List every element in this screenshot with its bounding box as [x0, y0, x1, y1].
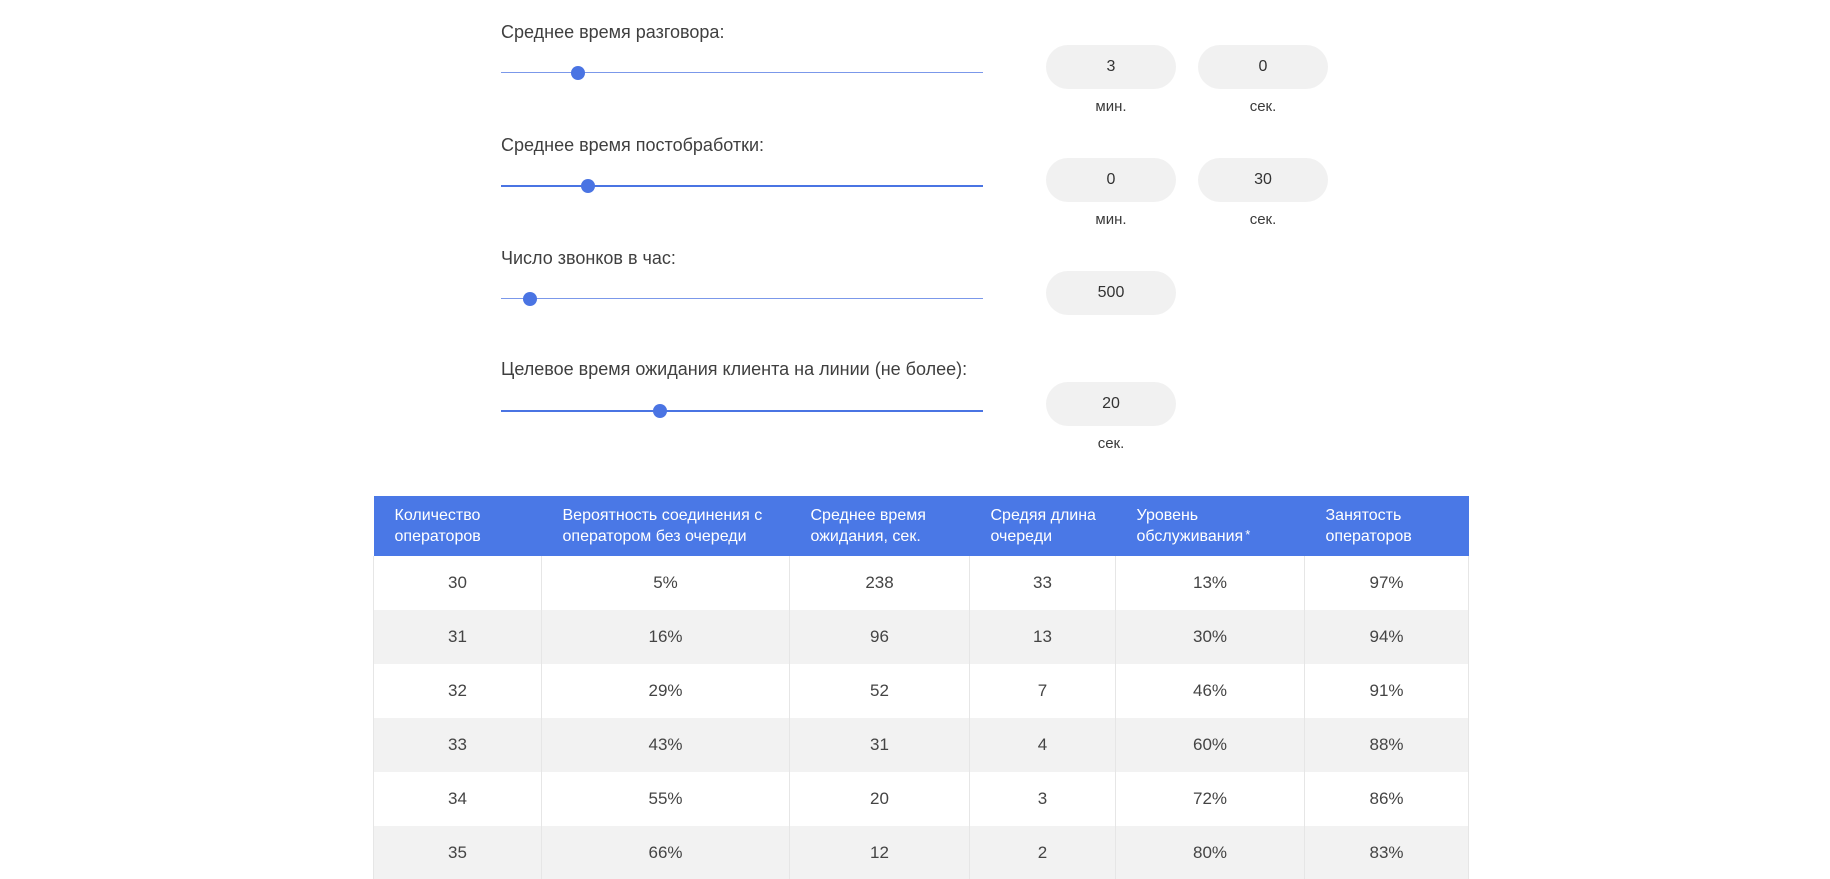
table-cell: 60% [1115, 718, 1305, 772]
table-cell: 12 [789, 826, 970, 879]
header-connect-probability: Вероятность соединения с оператором без … [541, 496, 790, 556]
table-cell: 86% [1304, 772, 1469, 826]
header-avg-wait-time: Среднее время ожидания, сек. [789, 496, 970, 556]
talk-time-slider-track[interactable] [501, 72, 983, 73]
table-cell: 96 [789, 610, 970, 664]
service-level-footnote-mark: * [1245, 527, 1251, 542]
table-cell: 80% [1115, 826, 1305, 879]
table-row: 33 43% 31 4 60% 88% [373, 718, 1469, 772]
wrapup-time-slider-track[interactable] [501, 185, 983, 187]
table-cell: 91% [1304, 664, 1469, 718]
table-cell: 31 [373, 610, 542, 664]
table-row: 34 55% 20 3 72% 86% [373, 772, 1469, 826]
wrapup-time-minutes-input[interactable] [1046, 158, 1176, 202]
header-service-level: Уровень обслуживания * [1115, 496, 1305, 556]
calls-per-hour-slider-track[interactable] [501, 298, 983, 299]
table-cell: 238 [789, 556, 970, 610]
table-cell: 35 [373, 826, 542, 879]
talk-time-slider-thumb[interactable] [571, 66, 586, 80]
table-cell: 46% [1115, 664, 1305, 718]
target-wait-slider-thumb[interactable] [653, 404, 668, 418]
table-cell: 52 [789, 664, 970, 718]
table-cell: 33 [969, 556, 1116, 610]
table-row: 31 16% 96 13 30% 94% [373, 610, 1469, 664]
table-cell: 5% [541, 556, 790, 610]
header-operator-count: Количество операторов [373, 496, 542, 556]
calls-per-hour-label: Число звонков в час: [501, 248, 676, 268]
talk-time-seconds-input[interactable] [1198, 45, 1328, 89]
wrapup-time-label: Среднее время постобработки: [501, 135, 765, 155]
calls-per-hour-input[interactable] [1046, 271, 1176, 315]
header-service-level-text: Уровень обслуживания [1136, 507, 1244, 545]
table-cell: 3 [969, 772, 1116, 826]
table-cell: 13 [969, 610, 1116, 664]
talk-time-minutes-input[interactable] [1046, 45, 1176, 89]
header-operator-occupancy: Занятость операторов [1304, 496, 1469, 556]
table-row: 30 5% 238 33 13% 97% [373, 556, 1469, 610]
talk-time-seconds-unit: сек. [1249, 98, 1277, 115]
calls-per-hour-slider-thumb[interactable] [522, 292, 537, 306]
wrapup-time-slider-thumb[interactable] [580, 179, 595, 193]
wrapup-time-seconds-input[interactable] [1198, 158, 1328, 202]
target-wait-seconds-input[interactable] [1046, 382, 1176, 426]
table-cell: 55% [541, 772, 790, 826]
table-cell: 16% [541, 610, 790, 664]
target-wait-seconds-unit: сек. [1097, 435, 1125, 452]
table-cell: 88% [1304, 718, 1469, 772]
table-row: 32 29% 52 7 46% 91% [373, 664, 1469, 718]
wrapup-time-minutes-unit: мин. [1095, 211, 1127, 228]
header-avg-queue-length: Средяя длина очереди [969, 496, 1116, 556]
target-wait-slider-track[interactable] [501, 410, 983, 412]
table-cell: 13% [1115, 556, 1305, 610]
table-cell: 34 [373, 772, 542, 826]
table-cell: 72% [1115, 772, 1305, 826]
table-cell: 83% [1304, 826, 1469, 879]
table-cell: 66% [541, 826, 790, 879]
table-cell: 2 [969, 826, 1116, 879]
table-row: 35 66% 12 2 80% 83% [373, 826, 1469, 879]
table-cell: 97% [1304, 556, 1469, 610]
table-cell: 33 [373, 718, 542, 772]
talk-time-minutes-unit: мин. [1095, 98, 1127, 115]
table-cell: 20 [789, 772, 970, 826]
talk-time-label: Среднее время разговора: [501, 22, 725, 42]
results-table: Количество операторов Вероятность соедин… [373, 496, 1469, 879]
table-cell: 30% [1115, 610, 1305, 664]
table-header-row: Количество операторов Вероятность соедин… [373, 496, 1469, 556]
table-cell: 43% [541, 718, 790, 772]
table-cell: 4 [969, 718, 1116, 772]
table-cell: 32 [373, 664, 542, 718]
table-cell: 30 [373, 556, 542, 610]
table-cell: 29% [541, 664, 790, 718]
target-wait-label: Целевое время ожидания клиента на линии … [501, 359, 968, 379]
wrapup-time-seconds-unit: сек. [1249, 211, 1277, 228]
table-cell: 94% [1304, 610, 1469, 664]
table-cell: 7 [969, 664, 1116, 718]
table-cell: 31 [789, 718, 970, 772]
